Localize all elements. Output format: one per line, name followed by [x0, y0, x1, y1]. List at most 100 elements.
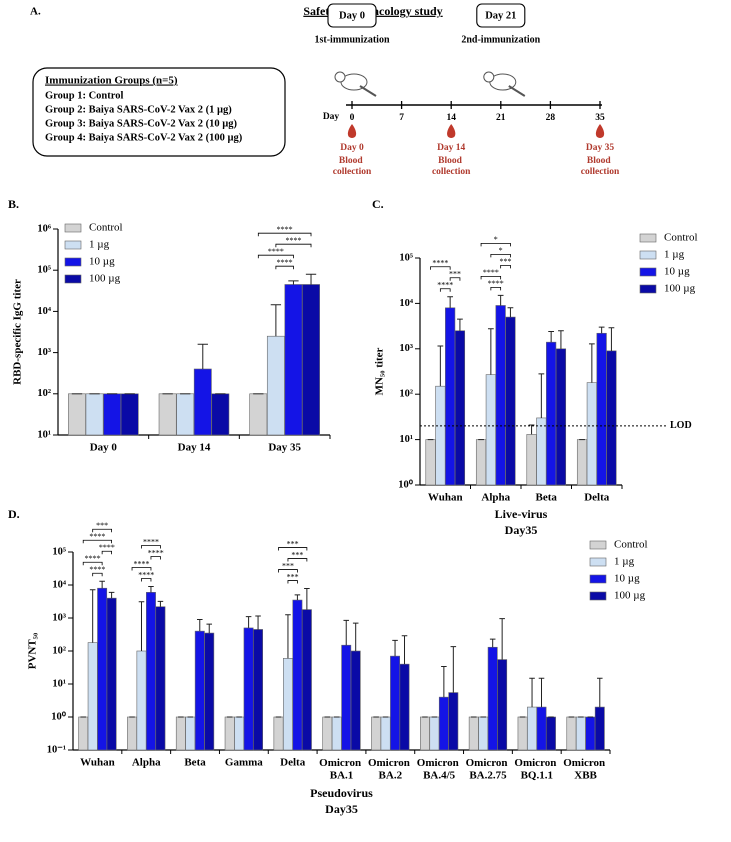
error-bar [196, 619, 203, 632]
bar [390, 655, 400, 751]
bar [266, 335, 285, 436]
significance-bracket [275, 243, 312, 248]
error-bar [294, 594, 301, 601]
x-tick-label: Omicron BA.4/5 [417, 757, 462, 782]
error-bar [558, 330, 564, 349]
collection-day: Day 0 [340, 143, 364, 153]
y-tick-label: 10⁴ [37, 306, 52, 317]
bar [485, 374, 496, 486]
legend-label: 10 µg [89, 256, 115, 268]
significance-label: *** [287, 539, 299, 548]
significance-bracket [141, 545, 161, 549]
reference-label: LOD [670, 420, 692, 431]
y-tick-label: 10² [52, 645, 66, 656]
significance-bracket [430, 266, 451, 270]
legend-label: 100 µg [614, 590, 646, 602]
error-bar [99, 580, 105, 589]
error-bar [401, 635, 408, 665]
significance-bracket [449, 277, 461, 281]
significance-bracket [82, 561, 103, 566]
significance-label: *** [96, 521, 108, 530]
groups-box [32, 67, 286, 157]
legend-label: 100 µg [664, 283, 696, 295]
bar [536, 706, 547, 751]
timeline-tick-label: 35 [595, 113, 605, 123]
legend-swatch [64, 223, 82, 233]
bar [425, 439, 436, 486]
x-tick-label: Alpha [481, 492, 510, 504]
x-tick-label: Beta [184, 757, 206, 769]
bar [234, 716, 245, 751]
bar [292, 599, 303, 751]
bar [253, 629, 263, 751]
error-bar [197, 343, 208, 369]
error-bar [270, 304, 282, 337]
x-axis-label: Pseudovirus [310, 786, 373, 800]
collection-label: Blood collection [333, 156, 372, 177]
x-tick-label: Omicron BA.2 [368, 757, 413, 782]
significance-bracket [101, 550, 113, 555]
y-tick-label: 10⁶ [37, 223, 51, 234]
bar [85, 393, 104, 436]
panel-label: B. [8, 197, 19, 211]
bar [175, 716, 186, 751]
error-bar [487, 328, 494, 375]
bar [193, 368, 212, 436]
error-bar [245, 616, 252, 628]
bar [505, 316, 516, 486]
bar [495, 305, 506, 486]
timeline-tick-label: 28 [546, 113, 556, 123]
x-tick-label: Omicron BA.1 [319, 757, 364, 782]
error-bar [538, 677, 545, 708]
legend-label: 1 µg [614, 556, 635, 568]
error-bar [497, 294, 504, 306]
bar [331, 716, 342, 751]
significance-label: **** [277, 225, 293, 234]
x-tick-label: Delta [280, 757, 306, 769]
legend-swatch [639, 250, 657, 260]
significance-label: *** [287, 572, 299, 581]
error-bar [450, 646, 457, 693]
error-bar [392, 639, 398, 657]
legend-swatch [639, 233, 657, 243]
significance-label: **** [285, 236, 301, 245]
bar [497, 659, 508, 751]
groups-title: Immunization Groups (n=5) [45, 75, 178, 87]
group-item: Group 2: Baiya SARS-CoV-2 Vax 2 (1 µg) [45, 104, 232, 115]
legend-swatch [589, 574, 607, 584]
bar [566, 716, 577, 751]
error-bar [597, 677, 603, 708]
bar [585, 716, 596, 751]
subtitle: Day35 [505, 523, 538, 537]
significance-bracket [150, 556, 161, 560]
y-axis-label: MN₅₀ titer [374, 347, 386, 395]
bar [606, 350, 617, 486]
error-bar [489, 638, 496, 648]
significance-bracket [257, 254, 294, 259]
significance-label: **** [89, 532, 105, 541]
significance-label: **** [99, 543, 115, 552]
x-tick-label: Delta [584, 492, 610, 504]
bar [87, 642, 98, 751]
significance-label: *** [500, 257, 512, 266]
significance-label: **** [143, 537, 159, 546]
x-tick-label: Beta [536, 492, 558, 504]
significance-label: **** [277, 258, 293, 267]
y-axis-label: PVNT₅₀ [27, 632, 39, 669]
significance-bracket [131, 567, 152, 571]
immunization-label: 1st-immunization [315, 34, 390, 45]
bar [555, 348, 567, 486]
bar [120, 393, 139, 436]
timeline-tick-label: 7 [399, 113, 404, 123]
x-tick-label: Day 0 [90, 442, 118, 454]
bar [146, 592, 156, 751]
bar [478, 716, 489, 751]
bar [106, 597, 117, 751]
day-box [476, 3, 526, 28]
x-axis-label: Live-virus [495, 507, 548, 521]
group-item: Group 1: Control [45, 90, 123, 101]
bar [438, 696, 449, 751]
significance-bracket [278, 569, 298, 573]
error-bar [507, 307, 514, 318]
error-bar [288, 280, 299, 285]
